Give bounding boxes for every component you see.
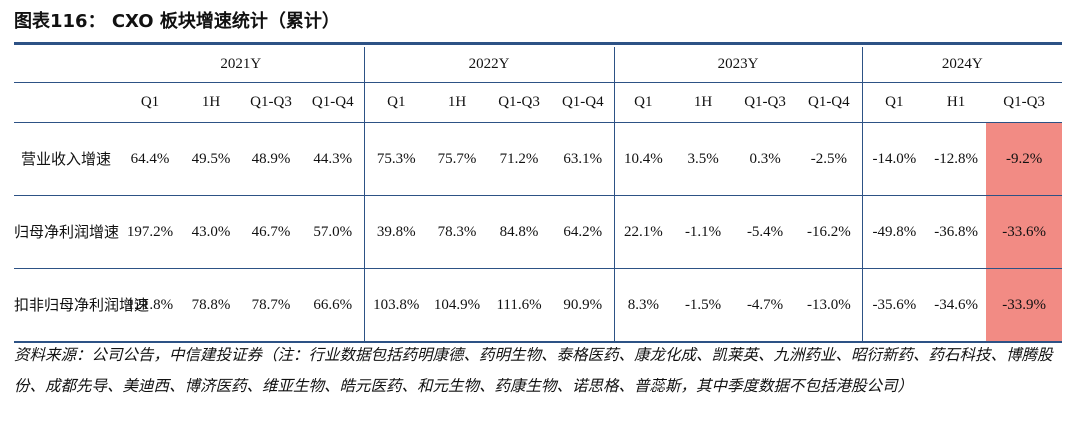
value-cell: 48.9% bbox=[240, 122, 302, 196]
value-cell: 64.4% bbox=[118, 122, 182, 196]
value-cell: 49.5% bbox=[182, 122, 240, 196]
table-row: 归母净利润增速 197.2% 43.0% 46.7% 57.0% 39.8% 7… bbox=[14, 195, 1063, 269]
value-cell: 10.4% bbox=[613, 122, 673, 196]
value-cell: 71.2% bbox=[486, 122, 553, 196]
year-header: 2021Y bbox=[118, 47, 365, 83]
highlighted-value-cell: -9.2% bbox=[986, 122, 1063, 196]
row-label: 扣非归母净利润增速 bbox=[14, 268, 149, 343]
figure-title: 图表116： CXO 板块增速统计（累计） bbox=[14, 11, 340, 32]
period-header: Q1-Q4 bbox=[796, 82, 863, 123]
value-cell: 90.9% bbox=[552, 268, 615, 343]
value-cell: -36.8% bbox=[926, 195, 987, 269]
value-cell: -2.5% bbox=[796, 122, 863, 196]
value-cell: -35.6% bbox=[861, 268, 927, 343]
period-header: 1H bbox=[428, 82, 487, 123]
value-cell: -49.8% bbox=[861, 195, 927, 269]
value-cell: -16.2% bbox=[796, 195, 863, 269]
value-cell: -4.7% bbox=[734, 268, 797, 343]
period-header: Q1-Q3 bbox=[486, 82, 553, 123]
value-cell: 8.3% bbox=[613, 268, 673, 343]
table-row: 营业收入增速 64.4% 49.5% 48.9% 44.3% 75.3% 75.… bbox=[14, 122, 1063, 196]
value-cell: 22.1% bbox=[613, 195, 673, 269]
period-header: Q1-Q3 bbox=[240, 82, 302, 123]
source-note: 资料来源：公司公告，中信建投证券（注：行业数据包括药明康德、药明生物、泰格医药、… bbox=[14, 346, 1053, 395]
value-cell: -14.0% bbox=[861, 122, 927, 196]
value-cell: 121.8% bbox=[118, 268, 182, 343]
value-cell: 84.8% bbox=[486, 195, 553, 269]
corner-cell bbox=[14, 82, 118, 123]
period-header: Q1-Q4 bbox=[552, 82, 615, 123]
period-header: Q1-Q3 bbox=[986, 82, 1063, 123]
highlighted-value-cell: -33.6% bbox=[986, 195, 1063, 269]
corner-cell bbox=[14, 47, 118, 83]
value-cell: 78.8% bbox=[182, 268, 240, 343]
value-cell: 3.5% bbox=[672, 122, 735, 196]
highlighted-value-cell: -33.9% bbox=[986, 268, 1063, 343]
value-cell: -12.8% bbox=[926, 122, 987, 196]
value-cell: -1.1% bbox=[672, 195, 735, 269]
value-cell: 64.2% bbox=[552, 195, 615, 269]
value-cell: -34.6% bbox=[926, 268, 987, 343]
period-header-row: Q1 1H Q1-Q3 Q1-Q4 Q1 1H Q1-Q3 Q1-Q4 Q1 1… bbox=[14, 82, 1063, 123]
value-cell: 46.7% bbox=[240, 195, 302, 269]
period-header: Q1 bbox=[363, 82, 429, 123]
period-header: Q1-Q3 bbox=[734, 82, 797, 123]
period-header: Q1 bbox=[861, 82, 927, 123]
table-row: 扣非归母净利润增速 121.8% 78.8% 78.7% 66.6% 103.8… bbox=[14, 268, 1063, 343]
year-header: 2022Y bbox=[363, 47, 615, 83]
period-header: 1H bbox=[672, 82, 735, 123]
period-header: Q1-Q4 bbox=[302, 82, 365, 123]
value-cell: 57.0% bbox=[302, 195, 365, 269]
value-cell: 43.0% bbox=[182, 195, 240, 269]
value-cell: 103.8% bbox=[363, 268, 429, 343]
value-cell: 104.9% bbox=[428, 268, 487, 343]
value-cell: 63.1% bbox=[552, 122, 615, 196]
value-cell: -5.4% bbox=[734, 195, 797, 269]
year-header: 2024Y bbox=[861, 47, 1063, 83]
value-cell: 66.6% bbox=[302, 268, 365, 343]
value-cell: 78.7% bbox=[240, 268, 302, 343]
row-label: 归母净利润增速 bbox=[14, 195, 119, 269]
period-header: Q1 bbox=[613, 82, 673, 123]
value-cell: 197.2% bbox=[118, 195, 182, 269]
value-cell: -13.0% bbox=[796, 268, 863, 343]
value-cell: 75.7% bbox=[428, 122, 487, 196]
value-cell: 39.8% bbox=[363, 195, 429, 269]
period-header: H1 bbox=[926, 82, 987, 123]
value-cell: 78.3% bbox=[428, 195, 487, 269]
value-cell: 0.3% bbox=[734, 122, 797, 196]
period-header: 1H bbox=[182, 82, 240, 123]
year-header-row: 2021Y 2022Y 2023Y 2024Y bbox=[14, 47, 1063, 83]
growth-table: 2021Y 2022Y 2023Y 2024Y Q1 1H Q1-Q3 Q1-Q… bbox=[14, 47, 1063, 343]
row-label: 营业收入增速 bbox=[14, 122, 118, 196]
value-cell: 75.3% bbox=[363, 122, 429, 196]
title-rule bbox=[14, 42, 1062, 45]
period-header: Q1 bbox=[118, 82, 182, 123]
value-cell: -1.5% bbox=[672, 268, 735, 343]
year-header: 2023Y bbox=[613, 47, 863, 83]
value-cell: 44.3% bbox=[302, 122, 365, 196]
value-cell: 111.6% bbox=[486, 268, 553, 343]
